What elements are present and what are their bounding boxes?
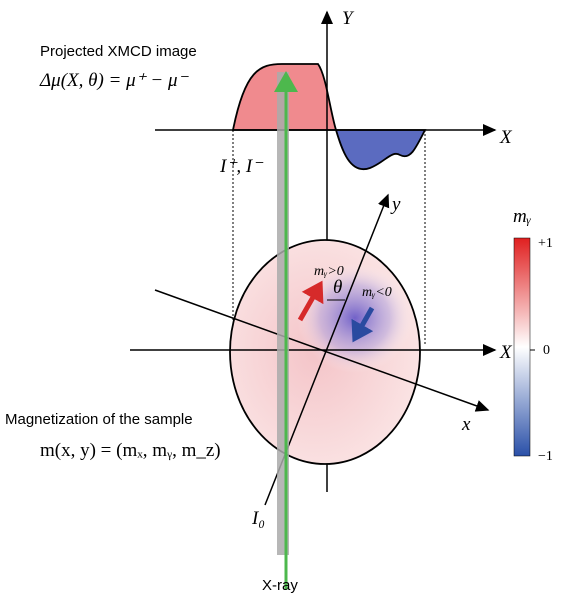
label: X-ray <box>262 577 298 594</box>
negative-lobe <box>336 130 425 169</box>
diagram: Y Projected XMCD image Δμ(X, θ) = μ⁺ − μ… <box>0 0 586 599</box>
label: y <box>390 194 401 215</box>
label: −1 <box>538 449 553 464</box>
label: I⁺, I⁻ <box>219 156 264 177</box>
colorbar <box>514 238 530 456</box>
label: I₀ <box>251 508 265 529</box>
label: X <box>499 127 513 148</box>
label: Magnetization of the sample <box>5 411 193 428</box>
label: x <box>461 414 471 435</box>
diagram-body: Y Projected XMCD image Δμ(X, θ) = μ⁺ − μ… <box>5 8 553 594</box>
label: Projected XMCD image <box>40 43 197 60</box>
label: X <box>499 342 513 363</box>
formula: Δμ(X, θ) = μ⁺ − μ⁻ <box>39 70 190 91</box>
label: θ <box>333 277 342 298</box>
label: +1 <box>538 236 553 251</box>
label: mᵧ <box>513 206 532 227</box>
label: 0 <box>543 343 550 358</box>
label: Y <box>342 8 355 29</box>
label: mᵧ<0 <box>362 285 392 300</box>
formula: m(x, y) = (mₓ, mᵧ, m_z) <box>40 440 221 461</box>
